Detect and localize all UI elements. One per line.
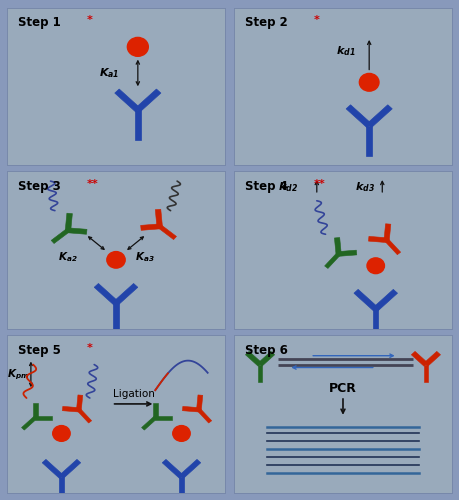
Text: $\bfit{k}_{d3}$: $\bfit{k}_{d3}$ bbox=[355, 180, 375, 194]
Polygon shape bbox=[258, 352, 274, 366]
Polygon shape bbox=[424, 352, 441, 366]
Text: Step 1: Step 1 bbox=[18, 16, 61, 30]
Polygon shape bbox=[424, 364, 428, 382]
Text: Ligation: Ligation bbox=[112, 389, 154, 399]
Polygon shape bbox=[197, 408, 212, 423]
Text: Step 4: Step 4 bbox=[245, 180, 288, 193]
Polygon shape bbox=[179, 460, 201, 478]
Text: Step 2: Step 2 bbox=[245, 16, 287, 30]
Polygon shape bbox=[42, 460, 63, 478]
Circle shape bbox=[53, 426, 70, 442]
Circle shape bbox=[367, 258, 385, 274]
Circle shape bbox=[359, 74, 379, 91]
Text: *: * bbox=[87, 342, 93, 352]
Polygon shape bbox=[346, 105, 371, 128]
Text: *: * bbox=[314, 15, 320, 25]
Circle shape bbox=[107, 252, 125, 268]
Polygon shape bbox=[385, 239, 401, 254]
Polygon shape bbox=[335, 238, 341, 254]
Polygon shape bbox=[60, 460, 81, 478]
Polygon shape bbox=[162, 460, 183, 478]
Polygon shape bbox=[135, 89, 161, 112]
Polygon shape bbox=[338, 250, 357, 256]
Polygon shape bbox=[155, 210, 162, 226]
Polygon shape bbox=[354, 290, 378, 311]
Circle shape bbox=[127, 38, 148, 56]
Polygon shape bbox=[65, 213, 73, 230]
Polygon shape bbox=[62, 406, 79, 412]
Polygon shape bbox=[366, 126, 372, 156]
Polygon shape bbox=[155, 416, 172, 420]
Text: $\bfit{K}_{a1}$: $\bfit{K}_{a1}$ bbox=[99, 66, 119, 80]
Polygon shape bbox=[374, 290, 397, 311]
Polygon shape bbox=[182, 406, 199, 412]
Polygon shape bbox=[158, 225, 177, 240]
Polygon shape bbox=[113, 303, 118, 332]
Polygon shape bbox=[369, 236, 387, 242]
Polygon shape bbox=[325, 252, 340, 268]
Text: $\bfit{k}_{d2}$: $\bfit{k}_{d2}$ bbox=[279, 180, 298, 194]
Text: **: ** bbox=[314, 178, 326, 188]
Text: $\bfit{k}_{d1}$: $\bfit{k}_{d1}$ bbox=[336, 44, 356, 58]
Polygon shape bbox=[373, 309, 378, 338]
Text: $\bfit{K}_{a2}$: $\bfit{K}_{a2}$ bbox=[58, 250, 78, 264]
Polygon shape bbox=[114, 284, 138, 305]
Polygon shape bbox=[68, 228, 87, 234]
Polygon shape bbox=[196, 395, 203, 410]
Text: $\bfit{K}_{a3}$: $\bfit{K}_{a3}$ bbox=[134, 250, 154, 264]
Polygon shape bbox=[141, 416, 157, 430]
Polygon shape bbox=[33, 403, 38, 417]
Text: *: * bbox=[87, 15, 93, 25]
Polygon shape bbox=[51, 229, 69, 244]
Polygon shape bbox=[179, 477, 184, 500]
Text: Step 6: Step 6 bbox=[245, 344, 288, 357]
Text: Step 5: Step 5 bbox=[18, 344, 61, 357]
Circle shape bbox=[173, 426, 190, 442]
Polygon shape bbox=[246, 352, 262, 366]
Text: PCR: PCR bbox=[329, 382, 357, 394]
Polygon shape bbox=[78, 408, 92, 423]
Polygon shape bbox=[135, 110, 140, 140]
Polygon shape bbox=[77, 395, 83, 410]
Polygon shape bbox=[153, 403, 158, 417]
Polygon shape bbox=[367, 105, 392, 128]
Polygon shape bbox=[140, 224, 160, 230]
Text: **: ** bbox=[87, 178, 99, 188]
Polygon shape bbox=[59, 477, 64, 500]
Polygon shape bbox=[115, 89, 140, 112]
Polygon shape bbox=[35, 416, 51, 420]
Polygon shape bbox=[22, 416, 37, 430]
Polygon shape bbox=[384, 224, 391, 240]
Polygon shape bbox=[411, 352, 428, 366]
Polygon shape bbox=[94, 284, 118, 305]
Text: $\bfit{K}_{pm}$: $\bfit{K}_{pm}$ bbox=[7, 367, 29, 382]
Text: Step 3: Step 3 bbox=[18, 180, 61, 193]
Polygon shape bbox=[258, 364, 262, 382]
